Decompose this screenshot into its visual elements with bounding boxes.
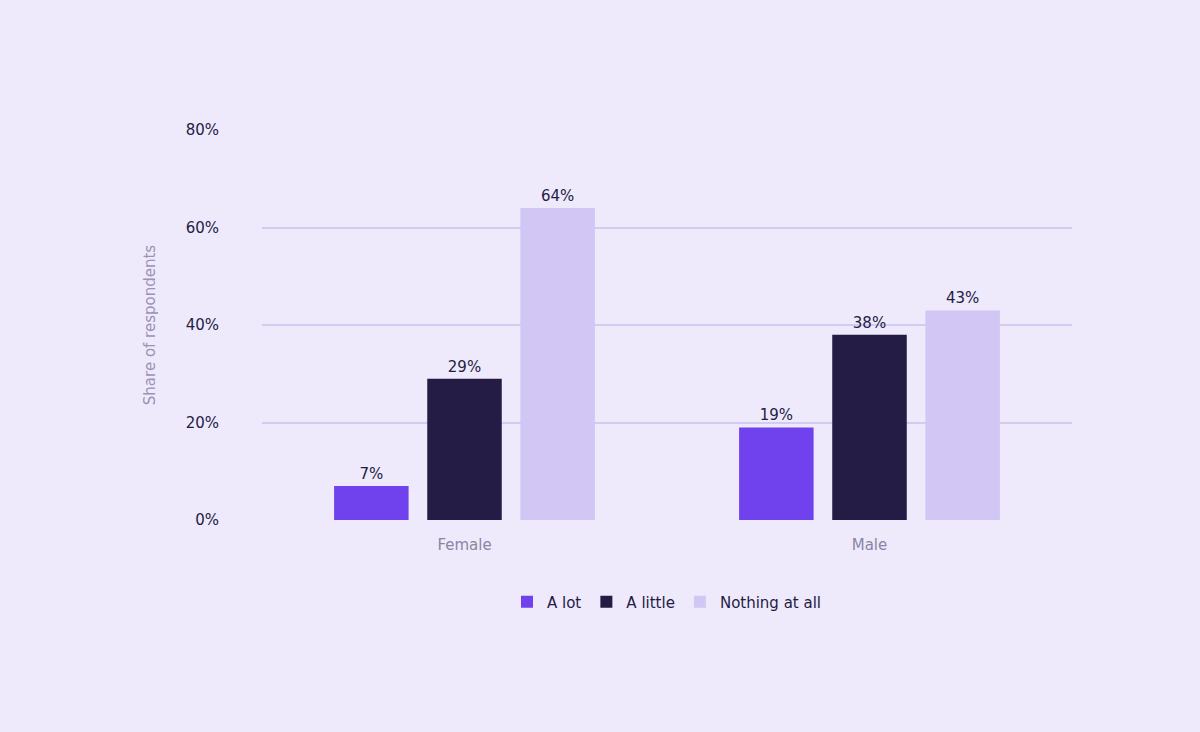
svg-text:43%: 43% — [946, 289, 979, 307]
svg-text:29%: 29% — [448, 358, 481, 376]
svg-text:Female: Female — [437, 536, 491, 554]
svg-text:0%: 0% — [195, 511, 219, 529]
svg-text:Nothing at all: Nothing at all — [720, 594, 821, 612]
svg-text:60%: 60% — [186, 219, 219, 237]
svg-text:80%: 80% — [186, 121, 219, 139]
svg-text:20%: 20% — [186, 414, 219, 432]
svg-text:19%: 19% — [760, 406, 793, 424]
svg-text:A little: A little — [626, 594, 675, 612]
svg-text:Share of respondents: Share of respondents — [141, 245, 159, 406]
svg-text:64%: 64% — [541, 187, 574, 205]
svg-text:38%: 38% — [853, 314, 886, 332]
svg-text:40%: 40% — [186, 316, 219, 334]
svg-text:Male: Male — [852, 536, 888, 554]
svg-text:7%: 7% — [359, 465, 383, 483]
svg-text:A lot: A lot — [547, 594, 581, 612]
